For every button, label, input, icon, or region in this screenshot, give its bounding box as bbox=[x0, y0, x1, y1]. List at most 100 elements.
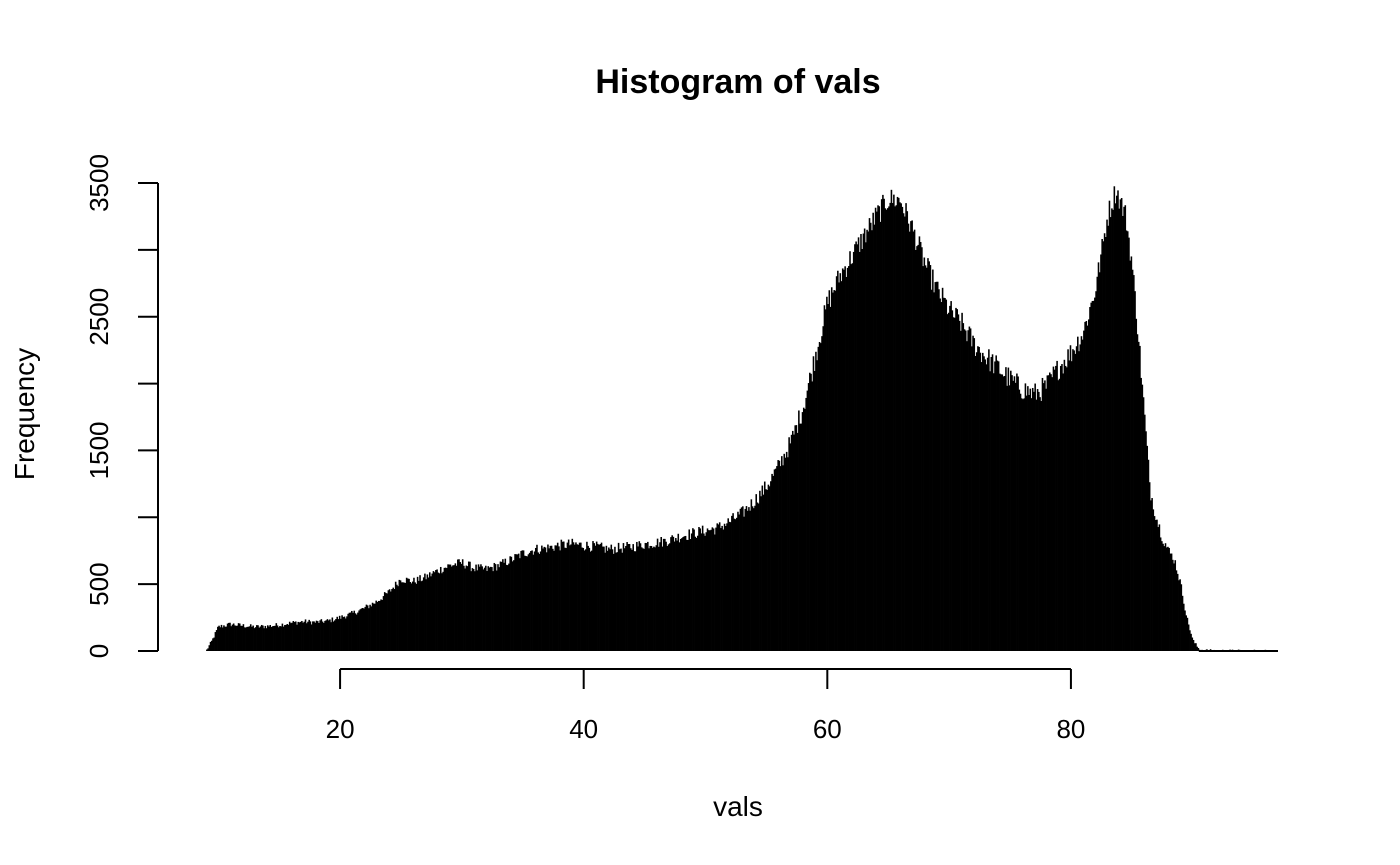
histogram-bar bbox=[259, 626, 262, 651]
histogram-bar bbox=[1153, 516, 1156, 651]
histogram-bar bbox=[1163, 546, 1166, 651]
histogram-bar bbox=[477, 564, 480, 651]
histogram-bar bbox=[537, 552, 539, 651]
histogram-bar bbox=[700, 533, 703, 651]
histogram-bar bbox=[326, 619, 329, 651]
histogram-bar bbox=[381, 599, 384, 651]
histogram-bar bbox=[855, 241, 857, 652]
histogram-bar bbox=[446, 568, 448, 651]
histogram-bar bbox=[739, 508, 742, 651]
histogram-bar bbox=[750, 499, 753, 651]
histogram-bar bbox=[648, 548, 650, 651]
histogram-bar bbox=[979, 352, 982, 651]
histogram-bar bbox=[704, 535, 706, 651]
histogram-bar bbox=[891, 203, 894, 651]
histogram-bar bbox=[692, 528, 694, 651]
histogram-bar bbox=[587, 545, 589, 651]
histogram-bar bbox=[651, 547, 654, 651]
histogram-bar bbox=[1118, 208, 1120, 651]
histogram-bar bbox=[972, 335, 974, 651]
histogram-bar bbox=[394, 581, 397, 651]
histogram-bar bbox=[687, 539, 689, 651]
histogram-bar bbox=[1006, 385, 1008, 651]
histogram-bar bbox=[245, 627, 247, 651]
histogram-bar bbox=[1022, 399, 1024, 651]
histogram-bar bbox=[740, 507, 743, 651]
histogram-bar bbox=[435, 570, 437, 651]
histogram-bar bbox=[1031, 387, 1034, 651]
histogram-bar bbox=[385, 593, 387, 651]
histogram-bar bbox=[1038, 391, 1040, 651]
histogram-bar bbox=[1117, 190, 1119, 651]
histogram-bar bbox=[492, 571, 494, 651]
histogram-bar bbox=[487, 566, 490, 651]
histogram-bar bbox=[459, 562, 462, 651]
histogram-bar bbox=[1068, 360, 1071, 651]
histogram-bar bbox=[841, 268, 844, 651]
histogram-bar bbox=[623, 548, 626, 651]
histogram-bar bbox=[824, 309, 827, 651]
histogram-bar bbox=[238, 623, 241, 651]
histogram-bar bbox=[237, 623, 240, 651]
histogram-bar bbox=[890, 189, 893, 652]
histogram-bar bbox=[882, 194, 884, 651]
histogram-bar bbox=[570, 544, 572, 651]
histogram-bar bbox=[1002, 376, 1005, 651]
histogram-bar bbox=[908, 231, 911, 651]
histogram-bar bbox=[458, 559, 460, 651]
histogram-bar bbox=[242, 624, 245, 651]
histogram-bar bbox=[811, 381, 814, 651]
histogram-bar bbox=[834, 290, 837, 651]
histogram-bar bbox=[268, 626, 270, 651]
histogram-bar bbox=[917, 244, 920, 651]
histogram-bar bbox=[612, 553, 615, 651]
histogram-bar bbox=[650, 545, 653, 651]
histogram-bar bbox=[684, 535, 687, 651]
histogram-bar bbox=[1113, 186, 1116, 651]
histogram-bar bbox=[416, 576, 419, 651]
histogram-bar bbox=[670, 537, 672, 651]
histogram-bar bbox=[1095, 291, 1097, 651]
histogram-bar bbox=[1067, 349, 1069, 651]
histogram-bar bbox=[901, 206, 904, 651]
histogram-bar bbox=[284, 625, 286, 651]
histogram-bar bbox=[946, 314, 949, 651]
histogram-bar bbox=[221, 627, 224, 651]
histogram-bar bbox=[822, 326, 825, 651]
histogram-bar bbox=[757, 503, 760, 651]
histogram-bar bbox=[1150, 500, 1152, 651]
histogram-bar bbox=[229, 622, 231, 651]
histogram-bar bbox=[486, 571, 488, 651]
histogram-bar bbox=[839, 273, 842, 651]
histogram-bar bbox=[297, 621, 300, 651]
histogram-bar bbox=[276, 625, 279, 651]
histogram-bar bbox=[1164, 543, 1167, 651]
histogram-bar bbox=[256, 625, 258, 651]
histogram-bar bbox=[644, 542, 647, 651]
histogram-bar bbox=[712, 528, 715, 651]
histogram-bar bbox=[594, 545, 597, 651]
histogram-bar bbox=[823, 305, 826, 651]
histogram-bar bbox=[657, 546, 660, 651]
histogram-bar bbox=[934, 282, 937, 651]
histogram-bar bbox=[399, 580, 402, 651]
histogram-bar bbox=[404, 582, 407, 651]
histogram-bar bbox=[495, 570, 498, 651]
histogram-bar bbox=[584, 549, 587, 651]
histogram-bar bbox=[491, 567, 493, 651]
histogram-bar bbox=[773, 469, 776, 651]
histogram-bar bbox=[636, 541, 638, 651]
histogram-bar bbox=[589, 551, 592, 651]
histogram-bar bbox=[476, 570, 479, 651]
histogram-bar bbox=[1106, 219, 1108, 651]
histogram-bar bbox=[438, 573, 441, 651]
histogram-bar bbox=[519, 558, 521, 651]
x-tick-label: 60 bbox=[813, 714, 842, 744]
histogram-bar bbox=[469, 561, 471, 651]
histogram-bar bbox=[509, 556, 511, 651]
histogram-bar bbox=[951, 310, 954, 651]
histogram-bar bbox=[1086, 325, 1089, 651]
histogram-bar bbox=[561, 541, 564, 651]
histogram-bar bbox=[693, 529, 695, 651]
histogram-bar bbox=[1151, 498, 1153, 651]
